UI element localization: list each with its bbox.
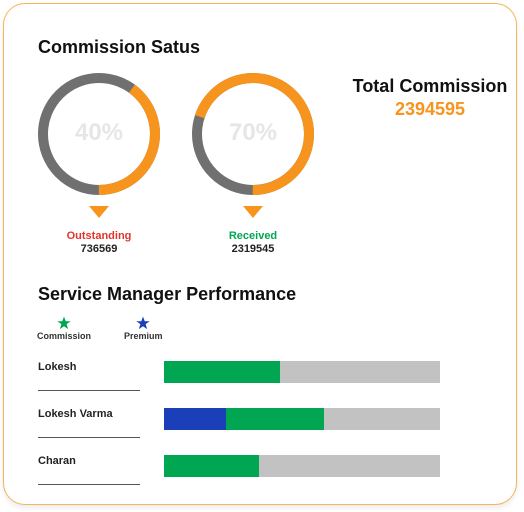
star-icon [136, 316, 150, 330]
commission-segment [226, 408, 325, 430]
legend-commission-label: Commission [37, 331, 92, 341]
manager-row: Lokesh [4, 361, 518, 401]
commission-status-title: Commission Satus [38, 37, 201, 57]
manager-name: Charan [38, 455, 76, 467]
premium-segment [164, 408, 227, 430]
outstanding-pointer-icon [89, 206, 109, 218]
total-commission-value: 2394595 [394, 99, 466, 119]
total-commission: Total Commission 2394595 [350, 76, 510, 120]
manager-row: Charan [4, 455, 518, 495]
performance-bar [164, 408, 440, 430]
commission-segment [164, 361, 280, 383]
received-label: Received [228, 230, 278, 242]
manager-name: Lokesh Varma [38, 408, 113, 420]
divider [38, 390, 140, 391]
received-ring-filled [191, 73, 314, 195]
received-pointer-icon [243, 206, 263, 218]
star-icon [57, 316, 71, 330]
outstanding-value: 736569 [80, 243, 118, 255]
legend-commission: Commission [37, 316, 91, 341]
received-donut: 70% Received 2319545 [191, 72, 315, 255]
outstanding-donut-chart [38, 73, 160, 218]
manager-row: Lokesh Varma [4, 408, 518, 448]
total-commission-title: Total Commission [352, 76, 508, 96]
legend-premium-label: Premium [124, 331, 163, 341]
divider [38, 484, 140, 485]
commission-segment [164, 455, 260, 477]
divider [38, 437, 140, 438]
outstanding-donut: 40% Outstanding 736569 [37, 72, 161, 255]
performance-bar [164, 455, 440, 477]
commission-dashboard-card: Commission Satus 40% Outstanding 736569 … [3, 3, 517, 505]
outstanding-label: Outstanding [66, 230, 132, 242]
manager-name: Lokesh [38, 361, 77, 373]
received-percent: 70% [228, 119, 278, 146]
performance-bar [164, 361, 440, 383]
performance-title: Service Manager Performance [38, 284, 297, 304]
legend-premium: Premium [124, 316, 163, 341]
outstanding-percent: 40% [74, 119, 124, 146]
received-value: 2319545 [231, 243, 275, 255]
received-donut-chart [191, 73, 314, 218]
